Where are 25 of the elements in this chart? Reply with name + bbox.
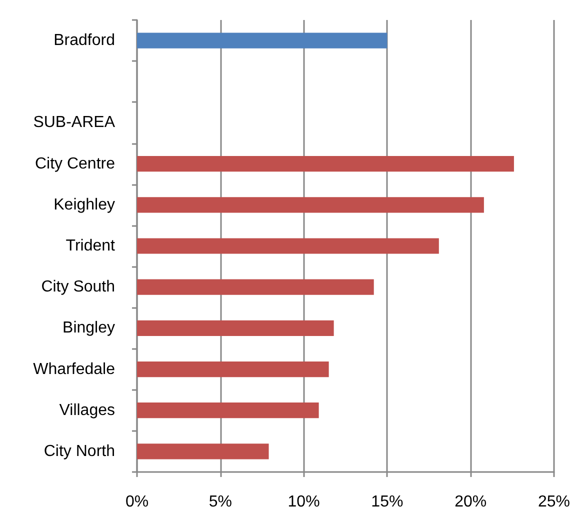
y-tick-label: Bradford	[54, 32, 115, 50]
y-tick-label: Trident	[66, 238, 116, 254]
y-tick-label: Bingley	[62, 320, 115, 337]
y-tick-label: City Centre	[34, 155, 116, 172]
bar	[137, 156, 514, 172]
y-tick-label: SUB-AREA	[33, 114, 116, 132]
bar	[137, 361, 329, 378]
y-tick-label: Villages	[59, 402, 115, 419]
bar	[137, 238, 439, 254]
bar	[137, 197, 484, 213]
y-tick-label: City South	[41, 278, 115, 296]
y-tick-label: City North	[44, 442, 115, 460]
y-tick-label: Keighley	[54, 196, 115, 214]
bar	[137, 32, 388, 48]
x-tick-label: 0%	[125, 494, 149, 510]
x-tick-label: 15%	[371, 494, 404, 510]
bar	[137, 320, 334, 336]
bar	[137, 279, 374, 295]
x-tick-label: 20%	[454, 494, 487, 510]
x-tick-label: 5%	[208, 494, 232, 510]
y-tick-label: Wharfedale	[33, 360, 116, 378]
bar	[137, 444, 269, 460]
bar	[137, 402, 319, 418]
x-tick-label: 25%	[538, 494, 570, 510]
x-tick-label: 10%	[288, 494, 320, 510]
